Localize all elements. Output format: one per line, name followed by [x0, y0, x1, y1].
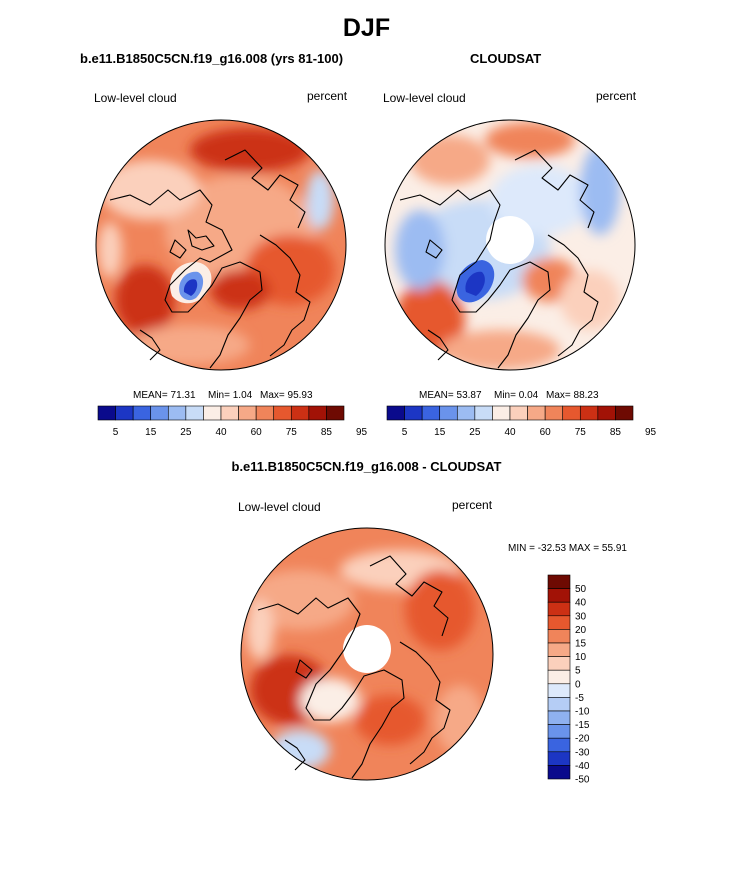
diff-colorbar-tick: 10 — [575, 652, 587, 663]
diff-colorbar-tick: -5 — [575, 693, 584, 704]
diff-colorbar-tick: -20 — [575, 734, 590, 745]
obs-colorbar-swatch — [456, 405, 476, 421]
model-colorbar-tick: 40 — [215, 427, 227, 438]
diff-colorbar-tick: -50 — [575, 775, 590, 786]
diff-colorbar-tick: 20 — [575, 625, 587, 636]
obs-map — [384, 119, 636, 371]
figure-title: DJF — [342, 14, 391, 42]
diff-colorbar-tick: 50 — [575, 584, 587, 595]
model-units-label: percent — [307, 89, 348, 103]
obs-panel-title: CLOUDSAT — [470, 51, 542, 66]
obs-colorbar-swatch — [492, 405, 511, 421]
diff-colorbar-swatch — [547, 765, 571, 780]
obs-colorbar-tick: 60 — [540, 427, 552, 438]
diff-units-label: percent — [452, 498, 493, 512]
model-colorbar-swatch — [273, 405, 292, 421]
diff-colorbar-swatch — [547, 683, 571, 698]
obs-colorbar-swatch — [474, 405, 493, 421]
model-colorbar: 5 15 25 40 60 75 85 95 — [97, 405, 368, 438]
model-colorbar-swatch — [132, 405, 152, 421]
obs-colorbar-swatch — [404, 405, 423, 421]
diff-colorbar-swatch — [547, 697, 571, 712]
diff-map — [240, 527, 494, 781]
obs-colorbar-swatch — [615, 405, 634, 421]
diff-colorbar-tick: 40 — [575, 598, 587, 609]
model-colorbar-tick: 85 — [321, 427, 333, 438]
model-colorbar-tick: 5 — [113, 427, 119, 438]
diff-colorbar-tick: -30 — [575, 747, 590, 758]
obs-min-stat: Min= 0.04 — [494, 390, 539, 401]
model-min-stat: Min= 1.04 — [208, 390, 253, 401]
diff-colorbar-tick: 30 — [575, 611, 587, 622]
diff-colorbar-swatch — [547, 737, 571, 753]
obs-colorbar-swatch — [527, 405, 546, 421]
obs-max-stat: Max= 88.23 — [546, 390, 599, 401]
model-colorbar-swatch — [255, 405, 275, 421]
obs-colorbar: 5 15 25 40 60 75 85 95 — [386, 405, 657, 438]
model-colorbar-swatch — [115, 405, 134, 421]
obs-colorbar-swatch — [544, 405, 564, 421]
diff-colorbar-swatch — [547, 724, 571, 739]
obs-colorbar-swatch — [421, 405, 441, 421]
diff-left-label: Low-level cloud — [238, 500, 321, 514]
model-colorbar-swatch — [220, 405, 239, 421]
obs-colorbar-tick: 25 — [469, 427, 481, 438]
diff-colorbar-tick: -10 — [575, 707, 590, 718]
obs-units-label: percent — [596, 89, 637, 103]
obs-colorbar-tick: 85 — [610, 427, 622, 438]
model-panel-title: b.e11.B1850C5CN.f19_g16.008 (yrs 81-100) — [80, 51, 344, 66]
diff-range-stat: MIN = -32.53 MAX = 55.91 — [508, 543, 627, 554]
diff-colorbar-tick: 0 — [575, 679, 581, 690]
obs-colorbar-swatch — [386, 405, 405, 421]
model-colorbar-swatch — [150, 405, 169, 421]
model-colorbar-tick: 60 — [251, 427, 263, 438]
diff-colorbar-swatch — [547, 588, 571, 603]
model-max-stat: Max= 95.93 — [260, 390, 313, 401]
model-colorbar-tick: 95 — [356, 427, 368, 438]
diff-colorbar-tick: -40 — [575, 761, 590, 772]
obs-colorbar-tick: 75 — [575, 427, 587, 438]
obs-colorbar-tick: 5 — [402, 427, 408, 438]
obs-left-label: Low-level cloud — [383, 91, 466, 105]
diff-colorbar-swatch — [547, 629, 571, 644]
obs-colorbar-swatch — [597, 405, 616, 421]
model-colorbar-swatch — [308, 405, 327, 421]
diff-colorbar-swatch — [547, 615, 571, 630]
diff-colorbar-swatch — [547, 642, 571, 657]
model-colorbar-swatch — [97, 405, 116, 421]
diff-colorbar-tick: 5 — [575, 666, 581, 677]
obs-colorbar-tick: 95 — [645, 427, 657, 438]
diff-colorbar-swatch — [547, 574, 571, 589]
model-colorbar-swatch — [203, 405, 222, 421]
obs-colorbar-swatch — [579, 405, 599, 421]
obs-mean-stat: MEAN= 53.87 — [419, 390, 482, 401]
model-mean-stat: MEAN= 71.31 — [133, 390, 196, 401]
obs-colorbar-swatch — [562, 405, 581, 421]
model-colorbar-swatch — [326, 405, 345, 421]
diff-panel-title: b.e11.B1850C5CN.f19_g16.008 - CLOUDSAT — [231, 459, 502, 474]
diff-colorbar-swatch — [547, 601, 571, 617]
model-colorbar-tick: 75 — [286, 427, 298, 438]
obs-colorbar-tick: 40 — [504, 427, 516, 438]
model-left-label: Low-level cloud — [94, 91, 177, 105]
diff-colorbar-swatch — [547, 656, 571, 671]
obs-colorbar-swatch — [509, 405, 528, 421]
model-colorbar-swatch — [167, 405, 187, 421]
diff-colorbar-swatch — [547, 710, 571, 725]
diff-colorbar-swatch — [547, 669, 571, 685]
model-colorbar-swatch — [238, 405, 257, 421]
model-map — [95, 119, 347, 371]
model-colorbar-tick: 15 — [145, 427, 157, 438]
model-colorbar-swatch — [185, 405, 204, 421]
diff-colorbar-swatch — [547, 751, 571, 766]
model-colorbar-swatch — [290, 405, 310, 421]
diff-colorbar-tick: 15 — [575, 639, 587, 650]
obs-colorbar-tick: 15 — [434, 427, 446, 438]
obs-colorbar-swatch — [439, 405, 458, 421]
model-colorbar-tick: 25 — [180, 427, 192, 438]
diff-colorbar-tick: -15 — [575, 720, 590, 731]
